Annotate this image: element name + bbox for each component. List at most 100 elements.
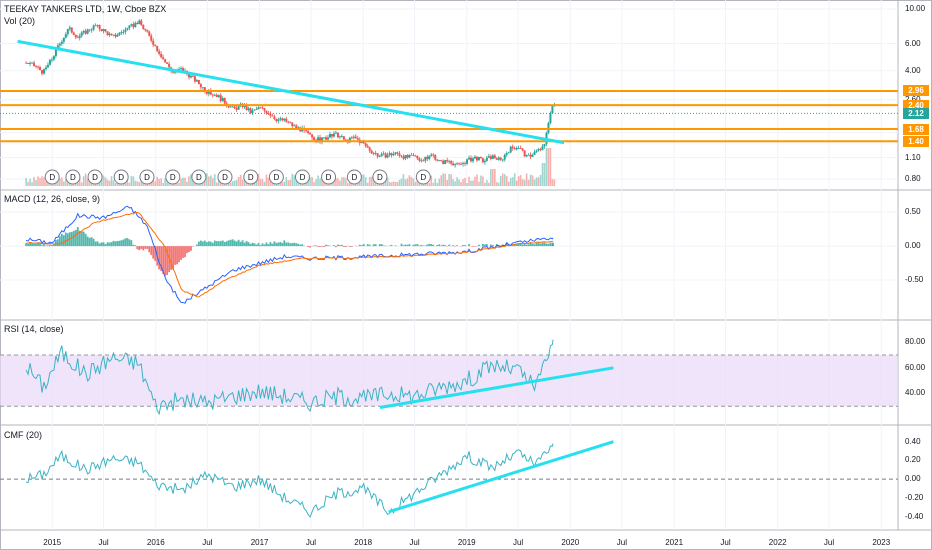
volume-bar (128, 182, 131, 186)
candle-body (368, 147, 371, 151)
volume-bar (80, 182, 83, 186)
x-axis-tick: 2016 (146, 538, 165, 547)
macd-histogram-bar (106, 242, 109, 247)
cmf-axis-tick: 0.20 (905, 455, 921, 465)
macd-histogram-bar (283, 240, 286, 247)
volume-bar (484, 182, 486, 186)
candle-body (154, 44, 157, 46)
candle-body (386, 154, 389, 158)
macd-histogram-bar (27, 243, 29, 247)
candle-body (519, 147, 522, 149)
macd-histogram-bar (281, 242, 284, 247)
macd-histogram-bar (207, 241, 210, 247)
dividend-marker-label: D (248, 173, 254, 182)
rsi-axis-tick: 60.00 (905, 362, 926, 372)
candle-body (475, 156, 478, 161)
volume-bar (448, 173, 450, 186)
candle-body (376, 153, 379, 157)
macd-histogram-bar (257, 242, 260, 247)
volume-bar (432, 182, 435, 186)
macd-histogram-bar (201, 241, 204, 247)
candle-body (446, 160, 449, 162)
macd-histogram-bar (29, 242, 31, 247)
macd-histogram-bar (444, 245, 447, 247)
candle-body (487, 156, 490, 158)
volume-bar (496, 182, 498, 186)
candle-body (332, 133, 335, 137)
candle-body (35, 65, 38, 67)
volume-bar (217, 178, 220, 186)
macd-histogram-bar (543, 242, 546, 247)
macd-histogram-bar (412, 244, 415, 247)
candle-body (68, 27, 71, 30)
candle-body (432, 154, 435, 156)
macd-histogram-bar (271, 243, 274, 247)
candle-body (142, 25, 145, 29)
price-axis-tick: 10.00 (905, 4, 926, 14)
macd-histogram-bar (547, 243, 550, 247)
candle-body (136, 22, 139, 25)
macd-histogram-bar (366, 244, 369, 247)
macd-histogram-bar (491, 245, 494, 247)
candle-body (86, 29, 89, 34)
volume-bar (269, 179, 272, 186)
macd-histogram-bar (261, 243, 264, 247)
macd-histogram-bar (295, 243, 298, 247)
candle-body (279, 118, 282, 120)
macd-histogram-bar (221, 240, 224, 247)
candle-body (396, 152, 399, 154)
macd-histogram-bar (428, 243, 431, 247)
candle-body (509, 146, 512, 153)
candle-body (326, 137, 329, 140)
macd-histogram-bar (76, 227, 79, 247)
candle-body (146, 30, 149, 32)
candle-body (25, 62, 28, 64)
candle-body (265, 110, 268, 114)
macd-histogram-bar (249, 243, 252, 247)
volume-bar (529, 174, 532, 186)
dividend-marker-label: D (118, 173, 124, 182)
macd-histogram-bar (299, 244, 302, 247)
candle-body (191, 75, 194, 77)
macd-histogram-bar (152, 246, 155, 259)
candle-body (138, 20, 141, 25)
volume-bar (190, 173, 192, 186)
macd-histogram-bar (416, 244, 419, 247)
volume-bar (108, 180, 111, 186)
volume-bar (551, 179, 554, 186)
volume-bar (505, 175, 508, 186)
macd-histogram-bar (539, 243, 542, 247)
candle-body (193, 76, 196, 82)
volume-bar (259, 178, 262, 186)
candle-body (438, 160, 441, 161)
volume-bar (545, 148, 548, 186)
macd-histogram-bar (406, 244, 409, 247)
candle-body (118, 32, 121, 35)
candle-body (444, 160, 447, 164)
volume-bar (25, 178, 27, 186)
volume-bar (305, 181, 307, 186)
candle-body (471, 158, 474, 162)
candle-body (323, 137, 326, 139)
candle-body (245, 105, 248, 110)
macd-histogram-bar (263, 244, 266, 247)
candle-body (489, 156, 492, 160)
volume-bar (364, 177, 367, 186)
candle-body (205, 91, 208, 94)
macd-histogram-bar (456, 245, 458, 247)
volume-bar (281, 182, 284, 186)
price-axis-tick: 0.80 (905, 173, 921, 183)
macd-histogram-bar (43, 243, 45, 247)
volume-bar (533, 179, 536, 186)
volume-bar (362, 174, 365, 186)
macd-histogram-bar (110, 242, 113, 247)
candle-body (195, 80, 198, 82)
candle-body (382, 153, 385, 155)
x-axis-tick: 2015 (43, 538, 62, 547)
candle-body (450, 161, 453, 164)
macd-histogram-bar (432, 244, 435, 247)
macd-histogram-bar (72, 230, 75, 247)
macd-histogram-bar (62, 235, 65, 247)
candle-body (458, 163, 461, 165)
